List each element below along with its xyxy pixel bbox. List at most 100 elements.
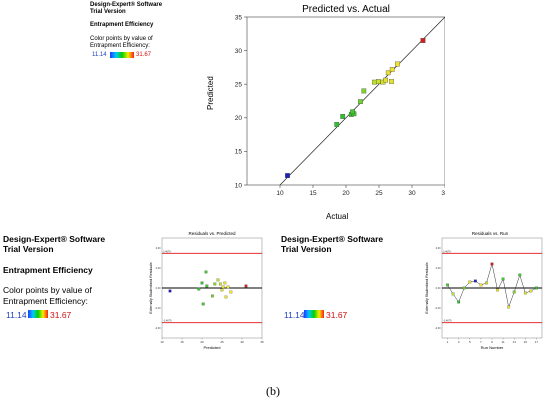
chart3-point: [462, 286, 466, 290]
chart3-point: [529, 289, 533, 293]
chart1-xlabel: Actual: [326, 212, 349, 221]
chart3-point: [457, 300, 461, 304]
chart3-point: [451, 292, 455, 296]
chart3-point: [485, 281, 488, 285]
chart3-x-tick-label: 15: [524, 340, 528, 344]
chart1-point: [385, 70, 391, 76]
chart1-points: [285, 38, 426, 178]
chart1-plot-frame: [246, 16, 445, 186]
bl-color-scale: [28, 310, 48, 318]
chart1-point: [358, 99, 363, 105]
chart1-y-tick-label: 30: [235, 48, 243, 55]
chart2-x-tick-label: 25: [220, 340, 224, 344]
chart1-point: [375, 79, 381, 84]
chart3-x-tick-label: 5: [469, 340, 471, 344]
chart1-x-ticks: 10 15 20 25 30 35: [276, 185, 445, 197]
chart3-limit-label: 3.4679: [443, 250, 451, 253]
chart3-point: [518, 273, 522, 277]
chart1-y-tick-label: 35: [235, 14, 243, 21]
top-color-note-line2: Entrapment Efficiency:: [90, 43, 150, 49]
chart2-point: [205, 284, 209, 288]
chart2-limit-label: -3.4679: [163, 320, 172, 323]
chart3-point: [501, 277, 505, 281]
chart1-point: [334, 122, 340, 127]
chart2-point: [168, 289, 172, 293]
chart3-ylabel: Externally Studentized Residuals: [425, 262, 429, 313]
chart1-y-tick-label: 20: [235, 115, 243, 122]
predicted-vs-actual-chart: Predicted vs. Actual 10 15 20 25 30 35 10 15 20…: [235, 4, 445, 197]
bm-software-name: Design-Expert® Software: [281, 234, 384, 244]
chart2-y-tick-label: -4.00: [155, 327, 161, 330]
chart2-x-tick-label: 10: [160, 340, 164, 344]
chart1-y-tick-label: 10: [235, 182, 243, 189]
chart3-point: [512, 290, 516, 294]
chart2-title: Residuals vs. Predicted: [188, 231, 236, 236]
bl-software-version: Trial Version: [3, 244, 54, 254]
chart3-xlabel: Run Number: [481, 345, 504, 350]
chart3-limit-label: -3.4679: [443, 320, 452, 323]
top-color-max: 31.67: [136, 52, 152, 58]
chart2-point: [204, 270, 208, 274]
chart2-point: [216, 278, 220, 282]
bl-color-note-line2: Entrapment Efficiency:: [3, 296, 88, 306]
chart1-ylabel: Predicted: [206, 76, 215, 110]
chart2-x-tick-label: 15: [180, 340, 184, 344]
chart3-point: [473, 279, 477, 283]
chart2-point: [229, 290, 233, 294]
chart1-point: [340, 114, 346, 119]
chart1-x-tick-label: 30: [408, 190, 416, 197]
chart1-title: Predicted vs. Actual: [302, 4, 390, 15]
chart1-point: [372, 79, 377, 85]
chart1-point: [361, 88, 367, 94]
chart1-point: [350, 109, 355, 115]
chart2-ylabel: Externally Studentized Residuals: [149, 262, 153, 313]
chart1-x-tick-label: 15: [309, 190, 317, 197]
bm-color-min: 11.14: [284, 310, 305, 320]
chart1-y-ticks: 10 15 20 25 30 35: [235, 14, 247, 189]
bm-color-max: 31.67: [326, 310, 348, 320]
chart1-x-tick-label: 10: [276, 190, 284, 197]
chart1-y-tick-label: 15: [235, 149, 243, 156]
chart2-point: [200, 281, 204, 285]
chart1-point: [389, 79, 394, 84]
chart3-x-tick-label: 3: [458, 340, 460, 344]
chart3-x-tick-label: 11: [502, 340, 505, 344]
chart3-point: [479, 283, 483, 287]
chart3-point: [507, 305, 511, 309]
chart2-point: [244, 284, 248, 288]
chart2-point: [224, 295, 228, 299]
bl-color-note-line1: Color points by value of: [3, 285, 92, 295]
chart3-points: [446, 262, 538, 309]
chart2-point: [223, 281, 227, 285]
top-software-version: Trial Version: [90, 9, 126, 15]
chart2-y-tick-label: -2.00: [155, 307, 161, 310]
chart1-point: [395, 61, 400, 67]
chart2-y-ticks: 4.00 2.00 0.00 -2.00 -4.00: [155, 247, 161, 330]
top-software-name: Design-Expert® Software: [90, 2, 163, 8]
chart3-point: [468, 280, 472, 284]
chart3-point: [496, 288, 499, 292]
chart3-x-ticks: 1 3 5 7 9 11 13 15 17: [447, 338, 539, 344]
chart2-limit-label: 3.4679: [163, 250, 171, 253]
chart2-point: [220, 288, 224, 292]
chart2-x-tick-label: 30: [240, 340, 244, 344]
chart1-x-tick-label: 20: [342, 190, 350, 197]
chart3-y-tick-label: 4.00: [436, 247, 441, 250]
chart3-point: [523, 291, 527, 295]
chart2-point: [226, 285, 230, 289]
chart3-limit-lines: 3.4679 -3.4679: [442, 250, 542, 324]
chart2-x-tick-label: 35: [260, 340, 264, 344]
residuals-vs-run-chart: Residuals vs. Run 3.4679-3.4679 1 3 5 7 9 11 1…: [425, 231, 543, 350]
chart3-y-tick-label: -2.00: [435, 307, 441, 310]
chart3-point: [535, 286, 538, 290]
chart3-y-ticks: 4.00 2.00 0.00 -2.00 -4.00: [435, 247, 441, 330]
chart1-x-tick-label: 35: [441, 190, 445, 197]
chart2-y-tick-label: 4.00: [156, 247, 161, 250]
chart3-x-tick-label: 7: [480, 340, 482, 344]
chart3-line: [447, 263, 537, 308]
chart3-x-tick-label: 17: [535, 340, 539, 344]
chart2-point: [218, 282, 222, 286]
chart3-title: Residuals vs. Run: [472, 231, 509, 236]
chart2-points: [168, 270, 248, 306]
chart2-xlabel: Predicted: [204, 345, 221, 350]
